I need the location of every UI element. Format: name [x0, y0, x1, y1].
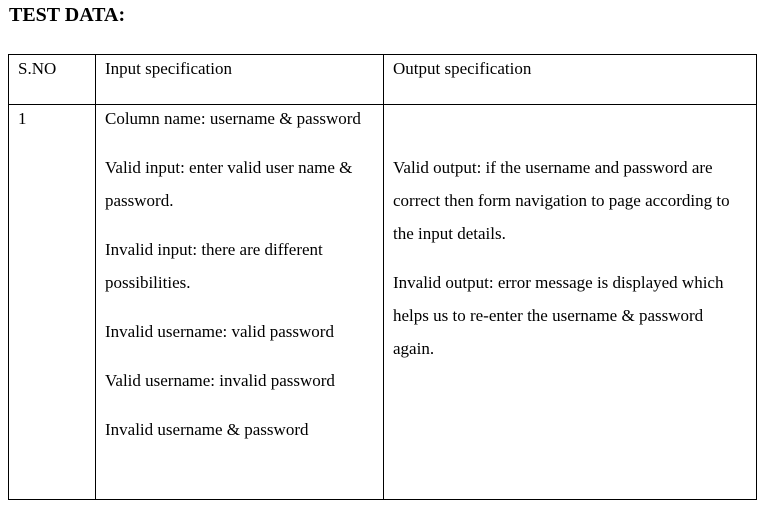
table-row: 1 Column name: username & password Valid… — [8, 104, 757, 500]
row-number: 1 — [18, 109, 27, 128]
header-cell-input: Input specification — [95, 54, 384, 105]
output-spec-item: Valid output: if the username and passwo… — [393, 158, 730, 243]
header-label-sno: S.NO — [18, 59, 57, 78]
output-spec-item: Invalid output: error message is display… — [393, 273, 724, 358]
cell-output-spec: Valid output: if the username and passwo… — [383, 104, 757, 500]
table-header-row: S.NO Input specification Output specific… — [8, 54, 757, 105]
input-spec-item: Invalid username: valid password — [105, 322, 334, 341]
cell-sno: 1 — [8, 104, 96, 500]
input-spec-item: Invalid username & password — [105, 420, 309, 439]
header-label-output: Output specification — [393, 59, 532, 78]
header-cell-output: Output specification — [383, 54, 757, 105]
cell-input-spec: Column name: username & password Valid i… — [95, 104, 384, 500]
test-data-table: S.NO Input specification Output specific… — [8, 54, 757, 500]
input-spec-item: Valid username: invalid password — [105, 371, 335, 390]
header-cell-sno: S.NO — [8, 54, 96, 105]
header-label-input: Input specification — [105, 59, 232, 78]
input-spec-item: Invalid input: there are different possi… — [105, 240, 323, 292]
input-spec-item: Column name: username & password — [105, 109, 361, 128]
input-spec-item: Valid input: enter valid user name & pas… — [105, 158, 353, 210]
page-title: TEST DATA: — [9, 4, 126, 26]
